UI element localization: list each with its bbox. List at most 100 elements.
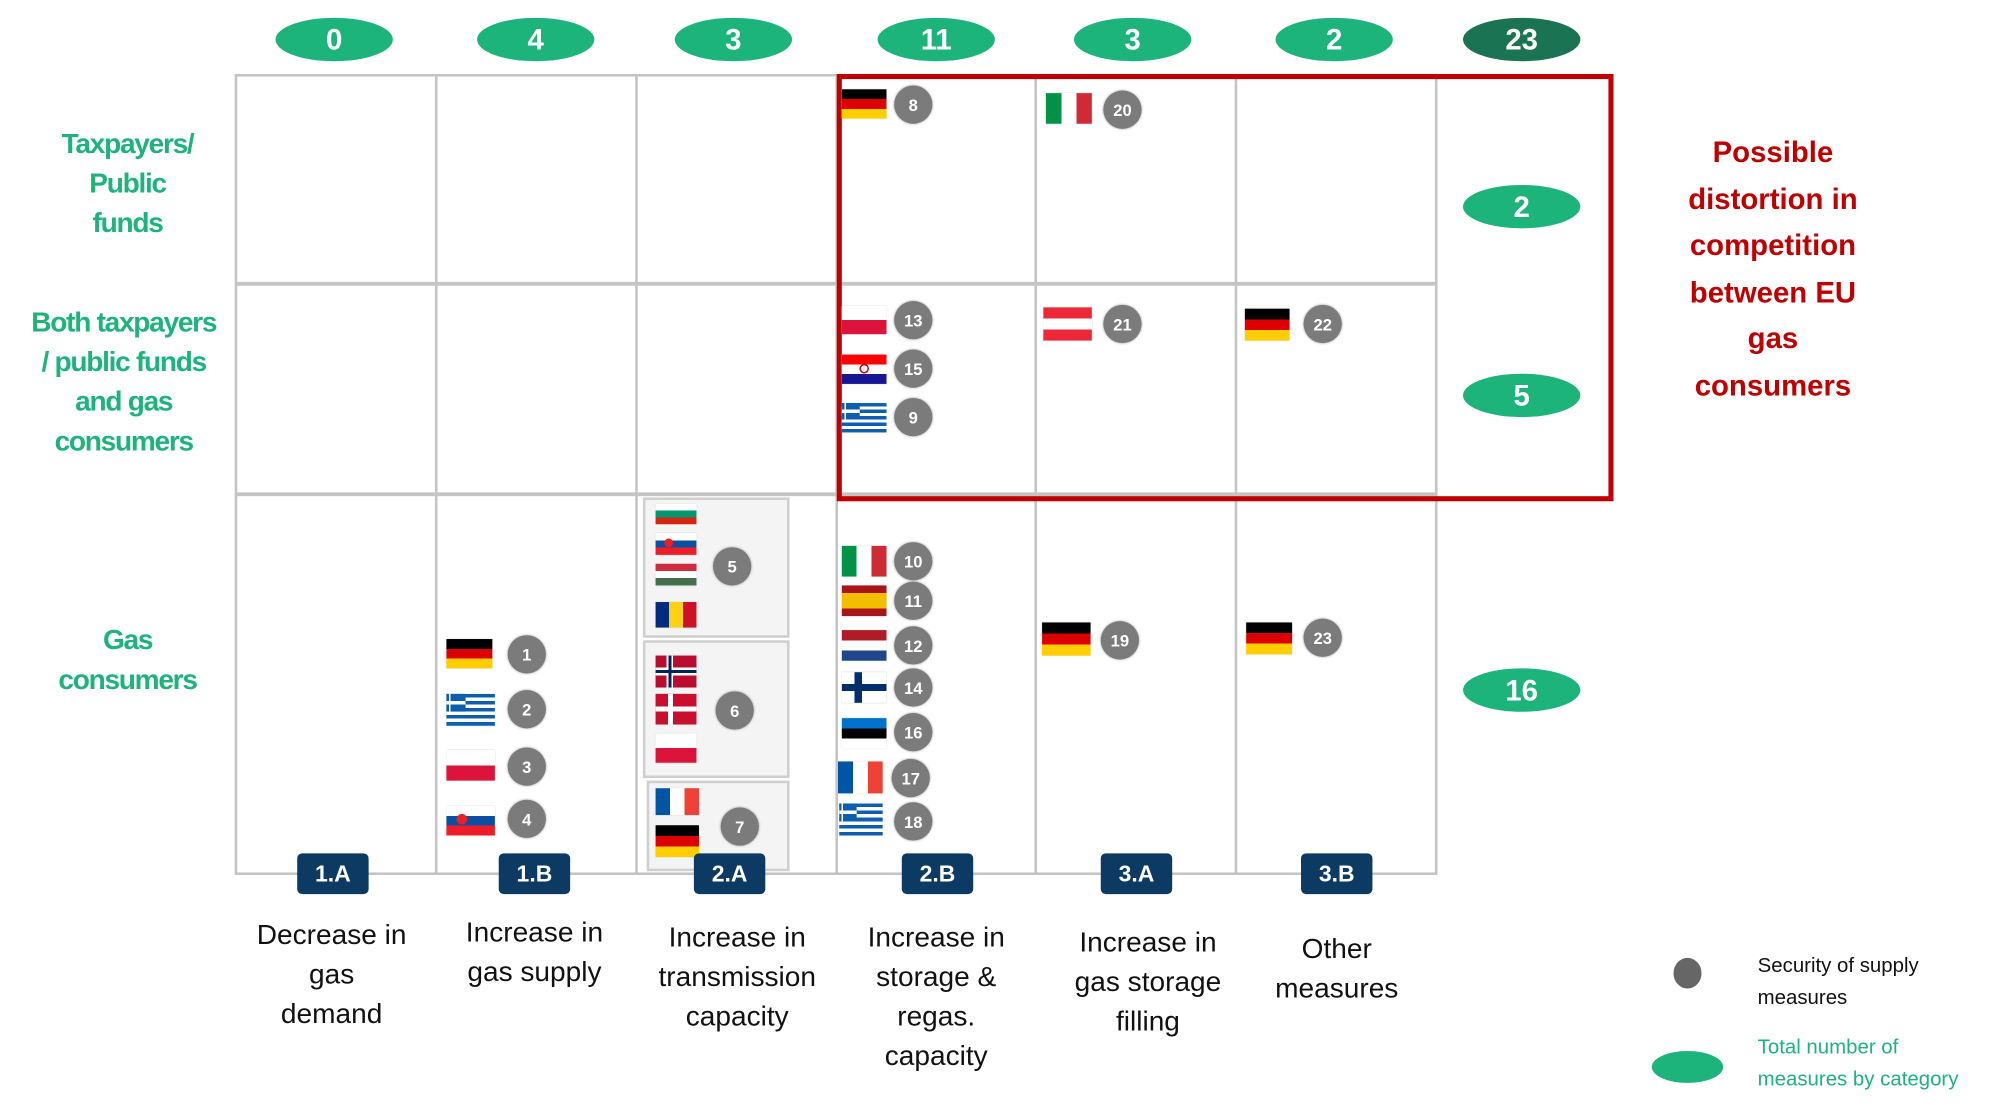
flag-fr-icon xyxy=(838,761,883,794)
note-line: competition xyxy=(1689,228,1857,262)
measure-number-marker: 14 xyxy=(894,668,933,707)
category-label-line: transmission xyxy=(658,960,816,993)
grid-line xyxy=(635,73,638,875)
grid-line xyxy=(1234,73,1238,875)
measure-number-marker: 21 xyxy=(1103,304,1142,344)
row-label-line: and gas xyxy=(75,385,173,418)
category-label-line: measures xyxy=(1275,971,1399,1004)
flag-dk-icon xyxy=(655,693,697,725)
flag-hr-icon xyxy=(841,354,887,384)
flag-pl-icon xyxy=(446,749,495,781)
flag-sk-icon xyxy=(446,806,495,836)
category-label-line: capacity xyxy=(884,1039,988,1072)
category-label-line: Increase in xyxy=(668,920,806,953)
legend-line: measures xyxy=(1757,987,1848,1009)
category-badge-1a: 1.A xyxy=(297,853,369,895)
row-total-gas-consumers: 16 xyxy=(1463,668,1581,712)
legend-line: Security of supply xyxy=(1757,955,1919,978)
column-total-2a: 3 xyxy=(674,17,793,62)
category-badge-2b: 2.B xyxy=(901,853,974,895)
measure-number-marker: 16 xyxy=(894,713,933,752)
category-label-line: Decrease in xyxy=(256,918,407,951)
legend-security-label: Security of supply measures xyxy=(1758,950,1919,1014)
measure-number-marker: 6 xyxy=(715,691,754,730)
grid-line xyxy=(835,73,839,875)
category-label-line: storage & xyxy=(876,960,997,993)
flag-hu-icon xyxy=(655,563,697,586)
row-label-line: Public xyxy=(89,167,167,199)
flag-ee-icon xyxy=(841,718,887,749)
row-label-line: consumers xyxy=(58,663,198,696)
flag-sk-icon xyxy=(655,533,697,555)
grid-line xyxy=(234,73,238,875)
category-label-2b: Increase in storage & regas. capacity xyxy=(834,917,1038,1075)
row-label-line: funds xyxy=(92,206,164,239)
flag-it-icon xyxy=(1045,93,1092,124)
grand-total: 23 xyxy=(1463,17,1581,62)
category-badge-1b: 1.B xyxy=(498,853,571,895)
legend-line: Total number of xyxy=(1757,1036,1899,1059)
flag-nl-icon xyxy=(841,630,887,661)
flag-it-icon xyxy=(841,545,887,577)
distortion-note: Possible distortion in competition betwe… xyxy=(1645,129,1900,408)
grid-line xyxy=(434,73,438,875)
measure-number-marker: 12 xyxy=(894,626,933,665)
category-label-line: capacity xyxy=(685,999,789,1032)
note-line: Possible xyxy=(1712,135,1834,169)
flag-de-icon xyxy=(841,89,887,119)
flag-fi-icon xyxy=(841,672,887,703)
measure-number-marker: 13 xyxy=(894,301,933,340)
category-label-line: demand xyxy=(280,997,383,1030)
flag-no-icon xyxy=(655,655,697,688)
note-line: consumers xyxy=(1694,367,1852,402)
flag-ro-icon xyxy=(655,602,697,628)
column-total-2b: 11 xyxy=(877,17,995,62)
flag-fr-icon xyxy=(655,788,699,816)
measure-number-marker: 22 xyxy=(1303,304,1342,344)
category-label-line: Increase in xyxy=(1079,926,1217,958)
category-label-1a: Decrease in gas demand xyxy=(230,915,434,1034)
row-label-taxpayers: Taxpayers/ Public funds xyxy=(6,124,248,243)
measure-number-marker: 11 xyxy=(894,581,933,620)
row-label-gas-consumers: Gas consumers xyxy=(6,620,248,699)
measure-number-marker: 1 xyxy=(507,635,546,674)
category-label-line: Increase in xyxy=(867,920,1005,953)
row-label-line: consumers xyxy=(54,424,195,457)
category-badge-3b: 3.B xyxy=(1301,853,1373,895)
category-label-line: Other xyxy=(1301,932,1372,965)
category-label-line: Increase in xyxy=(465,915,604,948)
measure-number-marker: 17 xyxy=(891,758,930,798)
measure-number-marker: 20 xyxy=(1103,90,1142,129)
flag-gr-icon xyxy=(841,403,887,433)
flag-gr-icon xyxy=(446,693,495,726)
measure-number-marker: 5 xyxy=(713,547,752,586)
note-line: between EU xyxy=(1689,274,1857,309)
row-label-line: / public funds xyxy=(41,345,207,378)
legend-total-label: Total number of measures by category xyxy=(1758,1032,1959,1096)
column-total-1b: 4 xyxy=(477,17,595,62)
flag-de-icon xyxy=(655,825,699,858)
flag-gr-icon xyxy=(839,803,883,836)
category-label-3b: Other measures xyxy=(1235,929,1439,1008)
flag-pl-icon xyxy=(841,306,887,335)
category-label-1b: Increase in gas supply xyxy=(432,912,636,991)
row-label-line: Taxpayers/ xyxy=(61,127,195,160)
column-total-1a: 0 xyxy=(275,17,393,62)
row-label-line: Gas xyxy=(102,623,154,656)
flag-de-icon xyxy=(1246,622,1293,655)
measure-number-marker: 8 xyxy=(894,85,933,124)
category-badge-3a: 3.A xyxy=(1100,853,1173,895)
security-marker-icon xyxy=(1673,957,1702,989)
note-line: distortion in xyxy=(1688,181,1858,215)
measure-number-marker: 19 xyxy=(1100,621,1140,660)
category-label-line: gas supply xyxy=(467,955,602,988)
column-total-3a: 3 xyxy=(1073,17,1192,62)
category-label-3a: Increase in gas storage filling xyxy=(1046,922,1250,1041)
row-label-line: Both taxpayers xyxy=(31,306,217,339)
measure-number-marker: 23 xyxy=(1303,618,1342,657)
measure-number-marker: 7 xyxy=(720,807,759,846)
flag-de-icon xyxy=(1244,308,1290,341)
distortion-highlight-box xyxy=(836,73,1614,502)
grid-line xyxy=(1434,73,1438,875)
flag-pl-icon xyxy=(655,733,697,763)
